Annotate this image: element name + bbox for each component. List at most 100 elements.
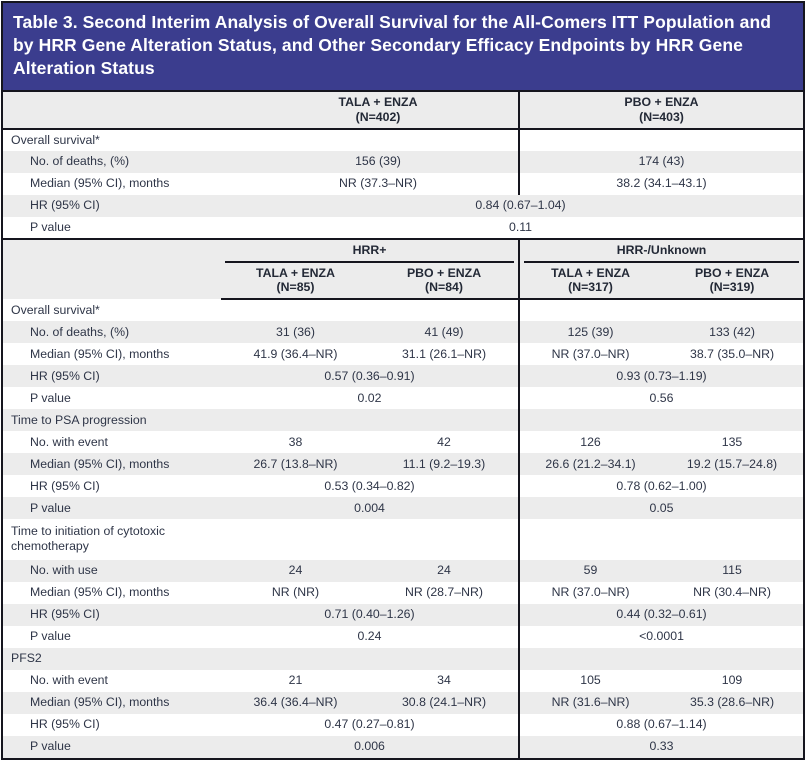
arm-label: TALA + ENZA <box>551 265 630 280</box>
row-label: P value <box>3 216 238 240</box>
itt-header-stub <box>3 92 238 130</box>
cell-value: 35.3 (28.6–NR) <box>689 695 775 710</box>
itt-deaths-row: No. of deaths, (%) 156 (39) 174 (43) <box>3 150 803 173</box>
arm-n-label: (N=317) <box>568 280 613 295</box>
row-label: P value <box>30 629 71 644</box>
cell-value: 42 <box>437 434 451 449</box>
row-label: No. with use <box>30 563 98 578</box>
cell-value: 34 <box>437 673 451 688</box>
cell-value: 125 (39) <box>518 321 662 343</box>
cell-value: NR (37.0–NR) <box>518 343 662 365</box>
cell-value: 11.1 (9.2–19.3) <box>402 456 486 471</box>
table-title: Table 3. Second Interim Analysis of Over… <box>3 3 803 93</box>
table-row: No. with use 24 24 59 115 <box>3 559 804 582</box>
row-label: HR (95% CI) <box>30 368 100 383</box>
arm-n-label: (N=403) <box>639 110 684 124</box>
arm-n-label: (N=85) <box>276 280 315 295</box>
row-label: Median (95% CI), months <box>30 585 170 600</box>
table-row: P value 0.02 0.56 <box>3 387 804 409</box>
section-row: Overall survival* <box>3 299 804 321</box>
section-header: PFS2 <box>11 651 42 666</box>
row-label: HR (95% CI) <box>30 607 100 622</box>
arm-label: PBO + ENZA <box>406 265 482 280</box>
cell-value: 0.004 <box>354 500 385 515</box>
cell-value: <0.0001 <box>518 625 804 648</box>
cell-value: 0.02 <box>357 390 382 405</box>
cell-value: 19.2 (15.7–24.8) <box>686 456 778 471</box>
itt-pvalue-row: P value 0.11 <box>3 216 803 240</box>
cell-value: 0.93 (0.73–1.19) <box>518 365 804 387</box>
cell-value: 135 <box>721 434 743 449</box>
cell-value: 38.7 (35.0–NR) <box>689 346 775 361</box>
cell-value: 115 <box>722 563 742 578</box>
row-label: HR (95% CI) <box>30 198 100 213</box>
row-label: Median (95% CI), months <box>30 176 170 191</box>
cell-value: 0.11 <box>238 216 803 240</box>
section-header-spacer <box>518 519 804 560</box>
row-label: Median (95% CI), months <box>30 695 170 710</box>
table-row: P value 0.004 0.05 <box>3 497 804 519</box>
itt-section-row: Overall survival* <box>3 128 803 151</box>
cell-value: 0.71 (0.40–1.26) <box>324 607 415 622</box>
cell-value: NR (31.6–NR) <box>518 691 662 714</box>
section-header: Overall survival* <box>11 303 100 318</box>
itt-column-header-tala: TALA + ENZA (N=402) <box>238 92 519 130</box>
cell-value: NR (NR) <box>271 585 320 600</box>
section-header-spacer <box>518 128 803 151</box>
cell-value: 41 (49) <box>424 324 464 339</box>
group-header-hrr-positive: HRR+ <box>221 240 519 263</box>
row-label: P value <box>30 390 71 405</box>
section-header-spacer <box>518 647 804 670</box>
hrr-header-stub <box>3 240 221 299</box>
table-row: HR (95% CI) 0.57 (0.36–0.91) 0.93 (0.73–… <box>3 365 804 387</box>
cell-value: 0.05 <box>518 497 804 519</box>
column-header-tala-hrrneg: TALA + ENZA (N=317) <box>518 262 662 300</box>
cell-value: NR (37.0–NR) <box>518 581 662 604</box>
cell-value: 0.84 (0.67–1.04) <box>475 198 566 213</box>
cell-value: 109 <box>721 673 743 688</box>
cell-value: 133 (42) <box>709 324 755 339</box>
row-label: No. of deaths, (%) <box>30 154 130 169</box>
table-row: HR (95% CI) 0.53 (0.34–0.82) 0.78 (0.62–… <box>3 475 804 497</box>
cell-value: NR (37.3–NR) <box>339 176 417 191</box>
table-row: No. with event 21 34 105 109 <box>3 669 804 692</box>
section-header: Time to initiation of cytotoxic chemothe… <box>3 519 519 560</box>
row-label: HR (95% CI) <box>30 478 100 493</box>
itt-table: TALA + ENZA (N=402) PBO + ENZA (N=403) O… <box>3 92 803 240</box>
hrr-subgroup-table: HRR+ HRR-/Unknown TALA + ENZA (N=85) PBO… <box>3 239 804 758</box>
arm-label: TALA + ENZA <box>338 95 418 110</box>
itt-header-row: TALA + ENZA (N=402) PBO + ENZA (N=403) <box>3 92 803 130</box>
column-header-tala-hrrpos: TALA + ENZA (N=85) <box>221 262 370 300</box>
arm-n-label: (N=319) <box>709 280 755 295</box>
cell-value: 0.53 (0.34–0.82) <box>324 478 415 493</box>
cell-value: 30.8 (24.1–NR) <box>401 695 487 710</box>
arm-label: PBO + ENZA <box>694 265 770 280</box>
cell-value: 38.2 (34.1–43.1) <box>518 172 803 195</box>
cell-value: 31.1 (26.1–NR) <box>401 346 487 361</box>
arm-n-label: (N=402) <box>355 110 401 124</box>
arm-label: TALA + ENZA <box>256 265 335 280</box>
group-label: HRR+ <box>225 242 515 263</box>
cell-value: 24 <box>288 563 303 578</box>
cell-value: 0.78 (0.62–1.00) <box>518 475 804 497</box>
section-row: Time to initiation of cytotoxic chemothe… <box>3 519 804 560</box>
cell-value: 105 <box>518 669 662 692</box>
cell-value: 31 (36) <box>276 324 315 339</box>
table-row: P value 0.24 <0.0001 <box>3 625 804 648</box>
cell-value: 0.33 <box>518 735 804 758</box>
row-label: Median (95% CI), months <box>30 346 170 361</box>
cell-value: 38 <box>288 434 303 449</box>
row-label: HR (95% CI) <box>30 717 100 732</box>
table-row: No. of deaths, (%) 31 (36) 41 (49) 125 (… <box>3 321 804 343</box>
cell-value: 174 (43) <box>518 150 803 173</box>
section-header-spacer <box>518 409 804 431</box>
section-header-text: Time to initiation of cytotoxic chemothe… <box>11 524 165 554</box>
cell-value: 26.7 (13.8–NR) <box>253 456 338 471</box>
row-label: No. with event <box>30 673 108 688</box>
table-row: Median (95% CI), months 26.7 (13.8–NR) 1… <box>3 453 804 475</box>
section-row: Time to PSA progression <box>3 409 804 431</box>
cell-value: 59 <box>518 559 662 582</box>
cell-value: 0.47 (0.27–0.81) <box>324 717 415 732</box>
table-row: HR (95% CI) 0.47 (0.27–0.81) 0.88 (0.67–… <box>3 713 804 736</box>
